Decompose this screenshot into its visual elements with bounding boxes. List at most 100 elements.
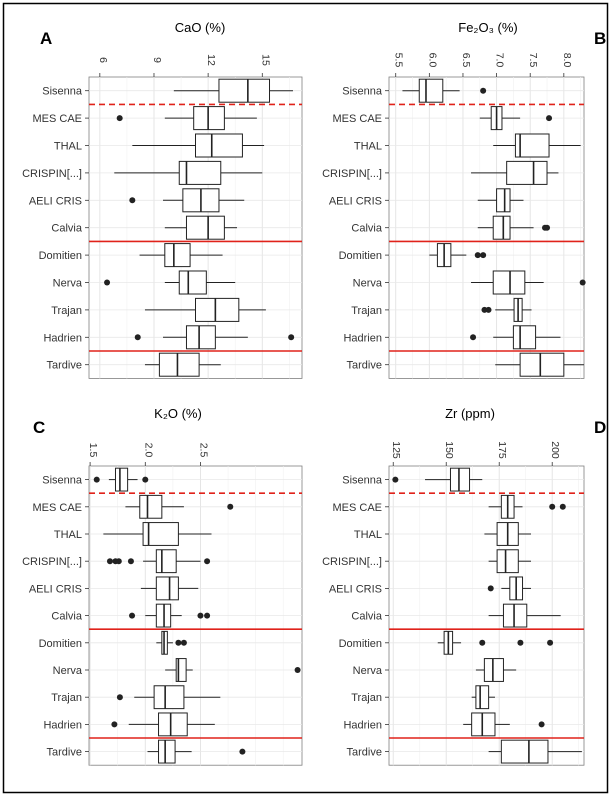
category-label-b: Nerva (353, 278, 383, 290)
box-iqr (158, 739, 176, 764)
panel-letter-b: B (594, 29, 606, 48)
category-label-b: Hadrien (343, 332, 382, 344)
outlier-point (129, 197, 136, 204)
box-iqr (158, 352, 200, 377)
outlier-point (116, 115, 123, 122)
box-a-hadrien (134, 325, 295, 350)
x-tick-label-c: 2.5 (197, 443, 209, 458)
box-a-mes-cae (116, 106, 257, 131)
box-d-nerva (475, 658, 517, 682)
category-label-d: Sisenna (342, 475, 383, 487)
x-tick-label-b: 6.0 (426, 53, 438, 68)
category-label-c: AELI CRIS (29, 583, 82, 595)
box-c-domitien (156, 630, 187, 655)
box-iqr (502, 603, 528, 628)
x-tick-label-d: 125 (390, 441, 402, 459)
outlier-point (239, 748, 246, 755)
category-label-c: CRISPIN[...] (22, 556, 82, 568)
panel-letter-c: C (33, 418, 45, 437)
outlier-point (544, 224, 551, 231)
box-iqr (178, 160, 222, 185)
outlier-point (204, 612, 211, 619)
box-iqr (185, 215, 225, 240)
x-tick-label-a: 12 (205, 54, 217, 66)
category-label-d: Domitien (339, 638, 382, 650)
category-label-d: Hadrien (343, 719, 382, 731)
outlier-point (111, 721, 118, 728)
category-label-b: Calvia (351, 223, 382, 235)
box-d-tardive (488, 739, 582, 764)
box-iqr (500, 739, 549, 764)
box-iqr (449, 467, 471, 492)
category-label-c: THAL (54, 529, 82, 541)
category-label-a: Sisenna (42, 86, 83, 98)
panel-a: 6 9 12 15 Sisenna MES CAE THAL CRISPIN[...] AELI… (22, 54, 303, 379)
outlier-point (204, 558, 211, 565)
title-zr: Zr (ppm) (445, 406, 495, 421)
box-iqr (158, 712, 188, 737)
outlier-point (480, 252, 487, 259)
x-tick-label-b: 5.5 (393, 53, 405, 68)
outlier-point (549, 503, 556, 510)
box-iqr (506, 160, 548, 185)
box-iqr (492, 270, 526, 295)
x-tick-label-c: 2.0 (142, 443, 154, 458)
x-tick-label-d: 200 (549, 441, 561, 459)
outlier-point (487, 585, 494, 592)
box-iqr (471, 712, 496, 737)
category-label-d: CRISPIN[...] (322, 556, 382, 568)
box-iqr (164, 243, 191, 268)
outlier-point (180, 639, 187, 646)
outlier-point (470, 334, 477, 341)
category-label-b: MES CAE (332, 113, 382, 125)
outlier-point (175, 639, 182, 646)
box-c-hadrien (111, 712, 215, 737)
box-d-thal (484, 522, 532, 546)
box-iqr (496, 549, 519, 574)
outlier-point (106, 558, 113, 565)
x-tick-label-d: 175 (496, 441, 508, 459)
box-a-calvia (164, 215, 238, 240)
box-iqr (514, 133, 550, 158)
x-tick-label-a: 6 (97, 57, 109, 63)
category-label-a: MES CAE (32, 113, 82, 125)
category-label-b: Trajan (351, 305, 382, 317)
category-label-c: Calvia (51, 611, 82, 623)
box-iqr (178, 270, 207, 295)
x-tick-label-b: 6.5 (460, 53, 472, 68)
box-iqr (175, 658, 187, 682)
outlier-point (547, 639, 554, 646)
category-label-d: Nerva (353, 665, 383, 677)
box-b-trajan (481, 297, 532, 322)
panel-c: 1.5 2.0 2.5 Sisenna MES CAE THAL CRISPIN[...] A… (22, 443, 303, 766)
box-iqr (195, 297, 240, 322)
box-a-tardive (144, 352, 221, 377)
box-b-thal (493, 133, 581, 158)
box-b-mes-cae (479, 106, 553, 131)
panel-b: 5.5 6.0 6.5 7.0 7.5 8.0 Sisenna MES CAE THAL CRIS… (322, 53, 586, 379)
outlier-point (197, 612, 204, 619)
box-a-domitien (139, 243, 223, 268)
box-iqr (195, 133, 243, 158)
box-d-crispin (488, 549, 532, 574)
box-a-trajan (144, 297, 266, 322)
outlier-point (559, 503, 566, 510)
box-d-sisenna (392, 467, 483, 492)
category-label-d: MES CAE (332, 502, 382, 514)
box-d-aeli-cris (487, 576, 532, 601)
category-label-b: THAL (354, 141, 382, 153)
category-label-c: Tardive (47, 747, 82, 759)
box-b-crispin (471, 160, 559, 185)
outlier-point (538, 721, 545, 728)
box-iqr (155, 576, 179, 601)
box-b-domitien (429, 243, 487, 268)
box-b-nerva (471, 270, 586, 295)
box-c-tardive (147, 739, 246, 764)
x-tick-label-a: 9 (151, 57, 163, 63)
outlier-point (116, 694, 123, 701)
box-iqr (153, 685, 185, 710)
box-iqr (483, 658, 504, 682)
outlier-point (104, 279, 111, 286)
outlier-point (127, 558, 134, 565)
